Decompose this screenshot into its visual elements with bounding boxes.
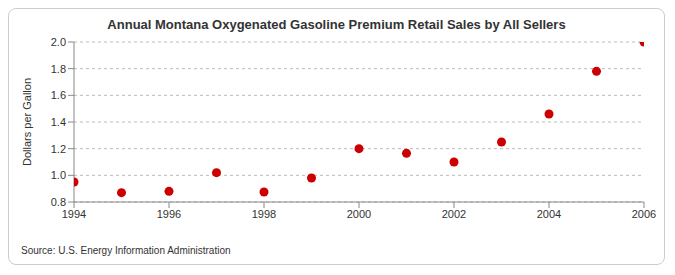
svg-text:2004: 2004 [537,208,561,220]
svg-text:1.6: 1.6 [51,89,66,101]
svg-text:1998: 1998 [252,208,276,220]
svg-text:1.8: 1.8 [51,63,66,75]
svg-text:1.0: 1.0 [51,169,66,181]
svg-text:Dollars per Gallon: Dollars per Gallon [21,78,33,166]
svg-text:1.2: 1.2 [51,143,66,155]
svg-text:2002: 2002 [442,208,466,220]
svg-text:2000: 2000 [347,208,371,220]
svg-text:2.0: 2.0 [51,36,66,48]
svg-text:1996: 1996 [157,208,181,220]
svg-text:1994: 1994 [62,208,86,220]
html-text:Annual Montana Oxygenated Gaso: Annual Montana Oxygenated Gasoline Premi… [107,17,566,32]
svg-text:0.8: 0.8 [51,196,66,208]
svg-text:2006: 2006 [632,208,656,220]
svg-text:1.4: 1.4 [51,116,66,128]
html-text:Source: U.S. Energy Informatio: Source: U.S. Energy Information Administ… [21,245,231,256]
